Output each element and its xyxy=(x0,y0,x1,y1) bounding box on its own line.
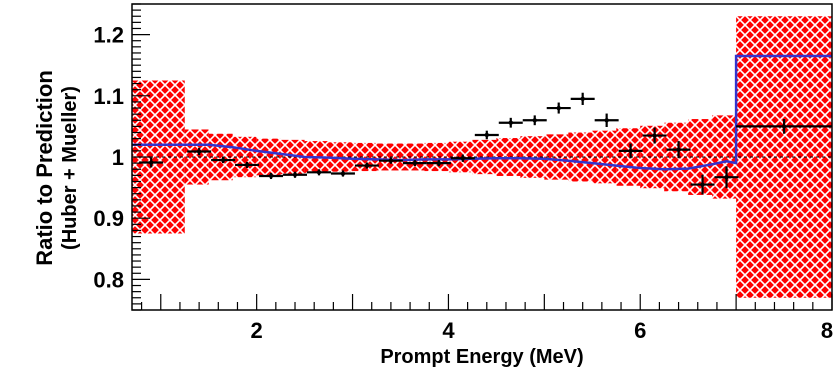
band-segment-12 xyxy=(448,141,473,173)
data-point-15 xyxy=(522,115,547,126)
data-point-19 xyxy=(618,143,643,159)
data-point-11 xyxy=(426,160,451,167)
data-point-4 xyxy=(259,172,284,180)
x-axis-ticks: 2 4 6 8 xyxy=(140,294,833,343)
data-point-23 xyxy=(714,166,739,189)
band-segment-5 xyxy=(280,139,305,175)
band-segment-18 xyxy=(592,130,617,184)
data-point-21 xyxy=(666,141,691,159)
y-axis-title-line2: (Huber + Mueller) xyxy=(59,86,81,250)
band-segment-13 xyxy=(472,139,497,175)
data-point-2 xyxy=(211,157,236,164)
band-segment-22 xyxy=(688,119,713,195)
data-points xyxy=(139,92,832,195)
x-axis-title: Prompt Energy (MeV) xyxy=(380,346,583,368)
band-segment-21 xyxy=(664,122,689,192)
y-tick-label: 0.8 xyxy=(93,267,124,292)
band-segment-16 xyxy=(544,134,569,180)
x-tick-label: 2 xyxy=(251,318,263,343)
data-point-16 xyxy=(546,102,571,114)
data-point-9 xyxy=(378,157,403,164)
band-segment-17 xyxy=(568,132,593,182)
x-tick-label: 4 xyxy=(442,318,455,343)
data-point-17 xyxy=(570,92,595,105)
y-axis-ticks: 0.8 0.9 1 1.1 1.2 xyxy=(93,3,150,311)
band-segment-4 xyxy=(256,138,281,176)
band-segment-8 xyxy=(352,142,377,172)
data-point-22 xyxy=(690,174,715,195)
data-point-13 xyxy=(474,130,499,140)
data-point-10 xyxy=(402,160,427,167)
x-tick-label: 6 xyxy=(634,318,646,343)
band-segment-20 xyxy=(640,125,665,189)
y-tick-label: 1.1 xyxy=(93,84,124,109)
data-point-0 xyxy=(139,157,164,168)
data-point-7 xyxy=(330,170,355,177)
data-point-24 xyxy=(736,119,832,134)
y-tick-label: 0.9 xyxy=(93,206,124,231)
band-segment-9 xyxy=(376,143,401,171)
y-axis-title: Ratio to Prediction (Huber + Mueller) xyxy=(32,70,81,266)
x-tick-label: 8 xyxy=(821,318,833,343)
band-segment-1 xyxy=(184,129,209,185)
band-segment-19 xyxy=(616,128,641,186)
data-point-5 xyxy=(283,171,307,178)
data-point-14 xyxy=(498,117,523,128)
y-tick-label: 1 xyxy=(112,145,124,170)
data-point-12 xyxy=(450,154,475,162)
data-point-8 xyxy=(354,162,379,169)
data-point-1 xyxy=(187,147,212,156)
data-point-6 xyxy=(307,169,331,176)
y-tick-label: 1.2 xyxy=(93,23,124,48)
y-axis-title-line1: Ratio to Prediction xyxy=(32,70,57,266)
model-curve xyxy=(132,54,832,171)
band-segment-15 xyxy=(520,136,545,178)
data-point-20 xyxy=(642,127,667,144)
data-point-18 xyxy=(594,113,619,128)
data-point-3 xyxy=(235,161,260,169)
